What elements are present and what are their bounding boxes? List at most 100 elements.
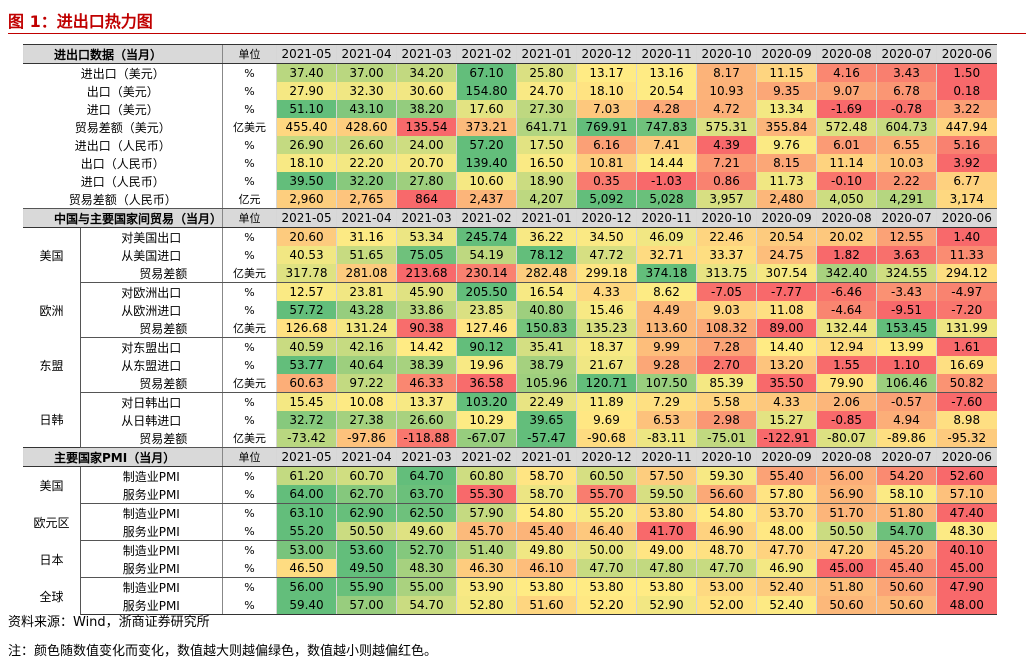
row-unit: % [222,356,277,374]
heat-cell: 52.80 [456,596,517,615]
heat-cell: 374.18 [636,264,697,283]
table-row: 进出口（人民币）% 26.90 26.60 24.00 57.20 17.50 6.16 7.… [24,136,997,154]
heat-cell: 1.50 [936,63,997,82]
heat-cell: -67.07 [456,429,517,448]
heat-cell: 48.70 [696,540,757,559]
heat-cell: -122.91 [756,429,817,448]
heat-cell: 8.62 [636,282,697,301]
heat-cell: 60.63 [276,374,337,393]
heat-cell: 9.28 [636,356,697,374]
table-row: 从东盟进口% 53.77 40.64 38.39 19.96 38.79 21.67 9.28… [24,356,997,374]
heat-cell: 62.70 [336,485,397,504]
table-row: 出口（美元）% 27.90 32.30 30.60 154.80 24.70 18.10 20… [24,82,997,100]
row-label: 进出口（人民币） [74,138,171,153]
heat-cell: 47.20 [816,540,877,559]
heat-cell: 4,291 [876,190,937,209]
heat-cell: 79.90 [816,374,877,393]
heat-cell: 4.16 [816,63,877,82]
date-header: 2021-05 [276,44,337,64]
heat-cell: 45.40 [516,522,577,541]
heat-cell: 2.98 [696,411,757,429]
row-label: 贸易差额（人民币） [23,190,223,209]
date-header: 2021-05 [276,447,337,467]
heat-cell: 4.72 [696,100,757,118]
heat-cell: 57.10 [936,485,997,504]
table-row: 欧元区 制造业PMI% 63.10 62.90 62.50 57.90 54.80 55.20… [23,503,997,541]
table-row: 贸易差额 亿美元 126.68 131.24 90.38 127.46 150.83 135.… [24,319,997,338]
heat-cell: 355.84 [756,118,817,136]
heat-cell: 4.33 [756,392,817,411]
heat-cell: 55.20 [276,522,337,541]
heat-cell: 32.72 [276,411,337,429]
heat-cell: 39.50 [276,172,337,190]
heat-cell: 11.73 [756,172,817,190]
table-row: 贸易差额 亿美元 317.78 281.08 213.68 230.14 282.48 299… [24,264,997,283]
heat-cell: 53.60 [336,540,397,559]
heat-cell: 45.70 [456,522,517,541]
heat-cell: 53.77 [276,356,337,374]
date-header: 2021-03 [396,208,457,228]
heat-cell: 54.80 [696,503,757,522]
heat-cell: 150.83 [516,319,577,338]
heat-cell: 59.40 [276,596,337,615]
heat-cell: 57.90 [456,503,517,522]
heat-cell: 56.00 [816,466,877,485]
row-unit: % [222,577,277,596]
heat-cell: 47.80 [636,559,697,578]
heat-cell: 131.24 [336,319,397,338]
heat-cell: 26.60 [396,411,457,429]
group-label: 日本 [23,540,81,578]
unit-header: 单位 [222,208,277,228]
row-unit: % [222,63,277,82]
heat-cell: -9.51 [876,301,937,319]
heat-cell: 52.20 [576,596,637,615]
heat-cell: 6.55 [876,136,937,154]
heat-cell: 13.17 [576,63,637,82]
heat-cell: -95.32 [936,429,997,448]
group-label: 欧洲 [23,282,81,338]
heat-cell: 25.80 [516,63,577,82]
table-row: 从美国进口% 40.53 51.65 75.05 54.19 78.12 47.72 32.7… [24,246,997,264]
heat-cell: 1.61 [936,337,997,356]
heat-cell: 54.70 [396,596,457,615]
heat-cell: 46.50 [276,559,337,578]
heat-cell: 26.60 [336,136,397,154]
heat-cell: 27.80 [396,172,457,190]
heat-cell: 139.40 [456,154,517,172]
heat-cell: 51.10 [276,100,337,118]
heat-cell: 20.70 [396,154,457,172]
heat-cell: 6.53 [636,411,697,429]
heat-cell: 47.70 [696,559,757,578]
heat-cell: 50.50 [816,522,877,541]
date-header: 2020-07 [876,44,937,64]
heat-cell: 33.86 [396,301,457,319]
row-unit: % [222,82,277,100]
heat-cell: 1.10 [876,356,937,374]
heat-cell: 52.90 [636,596,697,615]
heat-cell: 50.00 [576,540,637,559]
heat-cell: 455.40 [276,118,337,136]
heat-cell: 48.00 [936,596,997,615]
heat-cell: 58.70 [516,466,577,485]
heat-cell: 61.20 [276,466,337,485]
heat-cell: 281.08 [336,264,397,283]
heat-cell: 5,092 [576,190,637,209]
heat-cell: -0.57 [876,392,937,411]
heat-cell: 864 [396,190,457,209]
heat-cell: 54.80 [516,503,577,522]
heat-cell: 53.34 [396,227,457,246]
table-row: 贸易差额（美元） 亿美元 455.40 428.60 135.54 373.21 641.7… [24,118,997,136]
row-label: 制造业PMI [122,580,180,595]
heat-cell: 23.85 [456,301,517,319]
row-unit: 亿元 [222,190,277,209]
heat-cell: 107.50 [636,374,697,393]
heat-cell: 67.10 [456,63,517,82]
heat-cell: 3,957 [696,190,757,209]
row-label: 贸易差额 [80,264,223,283]
heat-cell: 22.49 [516,392,577,411]
row-unit: % [222,301,277,319]
heat-cell: 135.54 [396,118,457,136]
table-row: 日本 制造业PMI% 53.00 53.60 52.70 51.40 49.80 50.00 4… [23,540,997,578]
group-label: 全球 [23,577,81,615]
heat-cell: 103.20 [456,392,517,411]
